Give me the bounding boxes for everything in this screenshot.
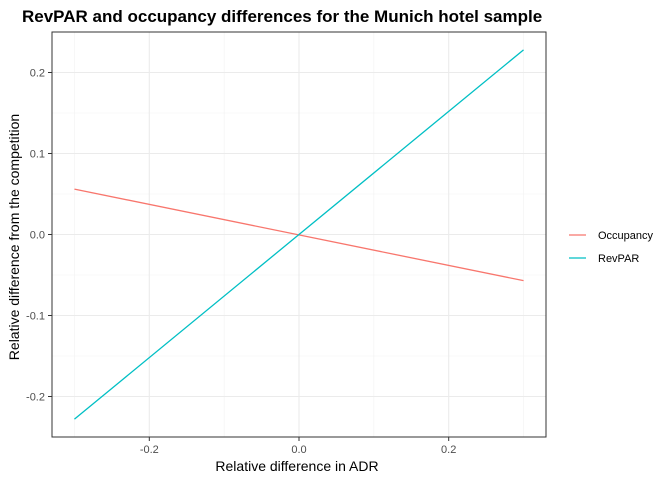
x-tick-label: 0.0 <box>291 444 306 456</box>
series-line-revpar <box>74 49 524 420</box>
y-tick-label: -0.2 <box>26 392 45 404</box>
x-tick-label: -0.2 <box>140 444 159 456</box>
series-layer <box>74 49 524 420</box>
major-gridlines <box>52 32 546 437</box>
x-axis-label: Relative difference in ADR <box>215 458 378 474</box>
y-tick-label: 0.1 <box>30 149 45 161</box>
y-tick-label: -0.1 <box>26 311 45 323</box>
chart-title: RevPAR and occupancy differences for the… <box>22 7 542 26</box>
x-tick-label: 0.2 <box>441 444 456 456</box>
legend: Occupancy RevPAR <box>569 230 654 265</box>
y-axis-label: Relative difference from the competition <box>6 114 22 360</box>
y-axis-ticks: -0.2 -0.1 0.0 0.1 0.2 <box>26 68 52 404</box>
y-tick-label: 0.2 <box>30 68 45 80</box>
legend-label-revpar: RevPAR <box>598 253 639 265</box>
y-tick-label: 0.0 <box>30 230 45 242</box>
x-axis-ticks: -0.2 0.0 0.2 <box>140 437 456 456</box>
legend-label-occupancy: Occupancy <box>598 230 654 242</box>
